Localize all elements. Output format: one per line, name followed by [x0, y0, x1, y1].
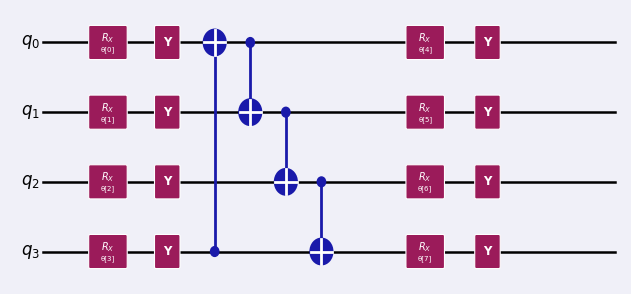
FancyBboxPatch shape [406, 234, 444, 269]
FancyBboxPatch shape [155, 165, 180, 199]
Text: $R_X$: $R_X$ [418, 240, 432, 254]
Text: $R_X$: $R_X$ [101, 240, 115, 254]
FancyBboxPatch shape [89, 95, 127, 129]
Text: Y: Y [163, 175, 172, 188]
Circle shape [246, 38, 254, 47]
FancyBboxPatch shape [406, 165, 444, 199]
Circle shape [310, 239, 332, 264]
Circle shape [281, 107, 290, 117]
FancyBboxPatch shape [89, 25, 127, 60]
Text: θ[6]: θ[6] [418, 186, 432, 192]
Text: Y: Y [163, 106, 172, 119]
Circle shape [275, 169, 297, 194]
FancyBboxPatch shape [89, 234, 127, 269]
Text: θ[5]: θ[5] [418, 116, 432, 123]
Circle shape [240, 100, 261, 125]
FancyBboxPatch shape [89, 165, 127, 199]
FancyBboxPatch shape [406, 95, 444, 129]
Text: Y: Y [163, 36, 172, 49]
Circle shape [317, 177, 326, 187]
Text: Y: Y [163, 245, 172, 258]
FancyBboxPatch shape [155, 234, 180, 269]
Text: θ[0]: θ[0] [101, 46, 115, 53]
Text: $q_3$: $q_3$ [21, 243, 40, 260]
FancyBboxPatch shape [155, 25, 180, 60]
FancyBboxPatch shape [475, 95, 500, 129]
FancyBboxPatch shape [475, 234, 500, 269]
Text: Y: Y [483, 36, 492, 49]
Circle shape [211, 247, 219, 256]
FancyBboxPatch shape [475, 25, 500, 60]
Text: $R_X$: $R_X$ [418, 101, 432, 115]
Text: $R_X$: $R_X$ [418, 171, 432, 184]
Text: $R_X$: $R_X$ [101, 31, 115, 45]
Text: $R_X$: $R_X$ [418, 31, 432, 45]
Text: θ[1]: θ[1] [101, 116, 115, 123]
Text: Y: Y [483, 106, 492, 119]
Text: $q_2$: $q_2$ [21, 173, 40, 191]
FancyBboxPatch shape [475, 165, 500, 199]
Text: θ[4]: θ[4] [418, 46, 432, 53]
Text: $q_0$: $q_0$ [21, 34, 40, 51]
Text: $q_1$: $q_1$ [21, 103, 40, 121]
Text: θ[3]: θ[3] [101, 255, 115, 262]
Text: Y: Y [483, 175, 492, 188]
Circle shape [204, 30, 225, 55]
Text: θ[2]: θ[2] [101, 186, 115, 192]
Text: $R_X$: $R_X$ [101, 101, 115, 115]
Text: θ[7]: θ[7] [418, 255, 432, 262]
Text: $R_X$: $R_X$ [101, 171, 115, 184]
Text: Y: Y [483, 245, 492, 258]
FancyBboxPatch shape [155, 95, 180, 129]
FancyBboxPatch shape [406, 25, 444, 60]
